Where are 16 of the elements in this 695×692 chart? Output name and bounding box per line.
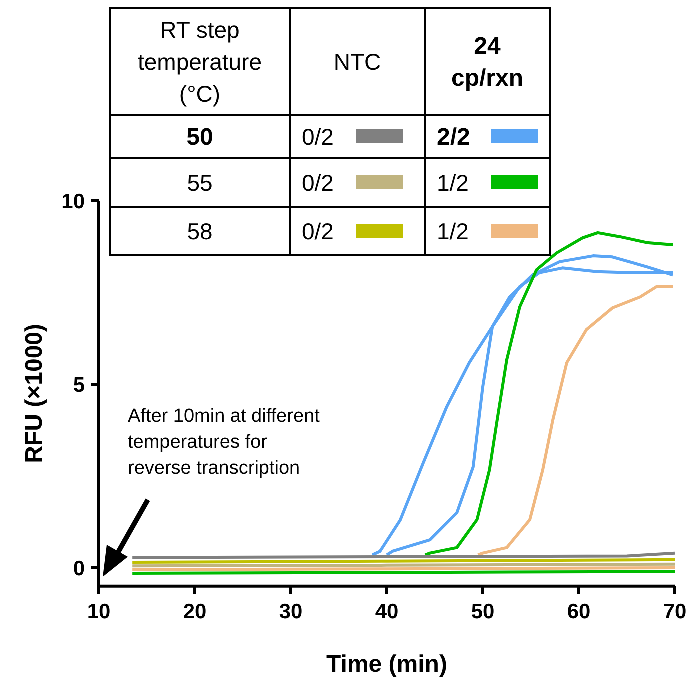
x-tick-label: 70 <box>663 600 687 624</box>
y-tick-label: 5 <box>73 374 86 397</box>
x-tick-label: 60 <box>567 600 591 624</box>
x-tick-label: 30 <box>279 600 303 624</box>
annotation: After 10min at different temperatures for reverse transcription <box>128 406 321 479</box>
x-tick-label: 20 <box>183 600 207 624</box>
table: RT step temperature (°C) NTC 24 cp/rxn 50 0/2 2/2 55 0/2 1/2 58 0/2 1/2 <box>109 7 551 256</box>
annotation: 58 <box>187 218 213 244</box>
x-tick-label: 40 <box>375 600 399 624</box>
x-tick-label: 50 <box>471 600 495 624</box>
y-tick-label: 10 <box>62 190 85 214</box>
y-tick-label: 0 <box>73 557 85 580</box>
annotation: 1/2 <box>437 218 469 244</box>
annotation: 0/2 <box>302 218 334 244</box>
x-axis-title: Time (min) <box>326 651 448 678</box>
y-axis-title: RFU (×1000) <box>21 324 48 464</box>
